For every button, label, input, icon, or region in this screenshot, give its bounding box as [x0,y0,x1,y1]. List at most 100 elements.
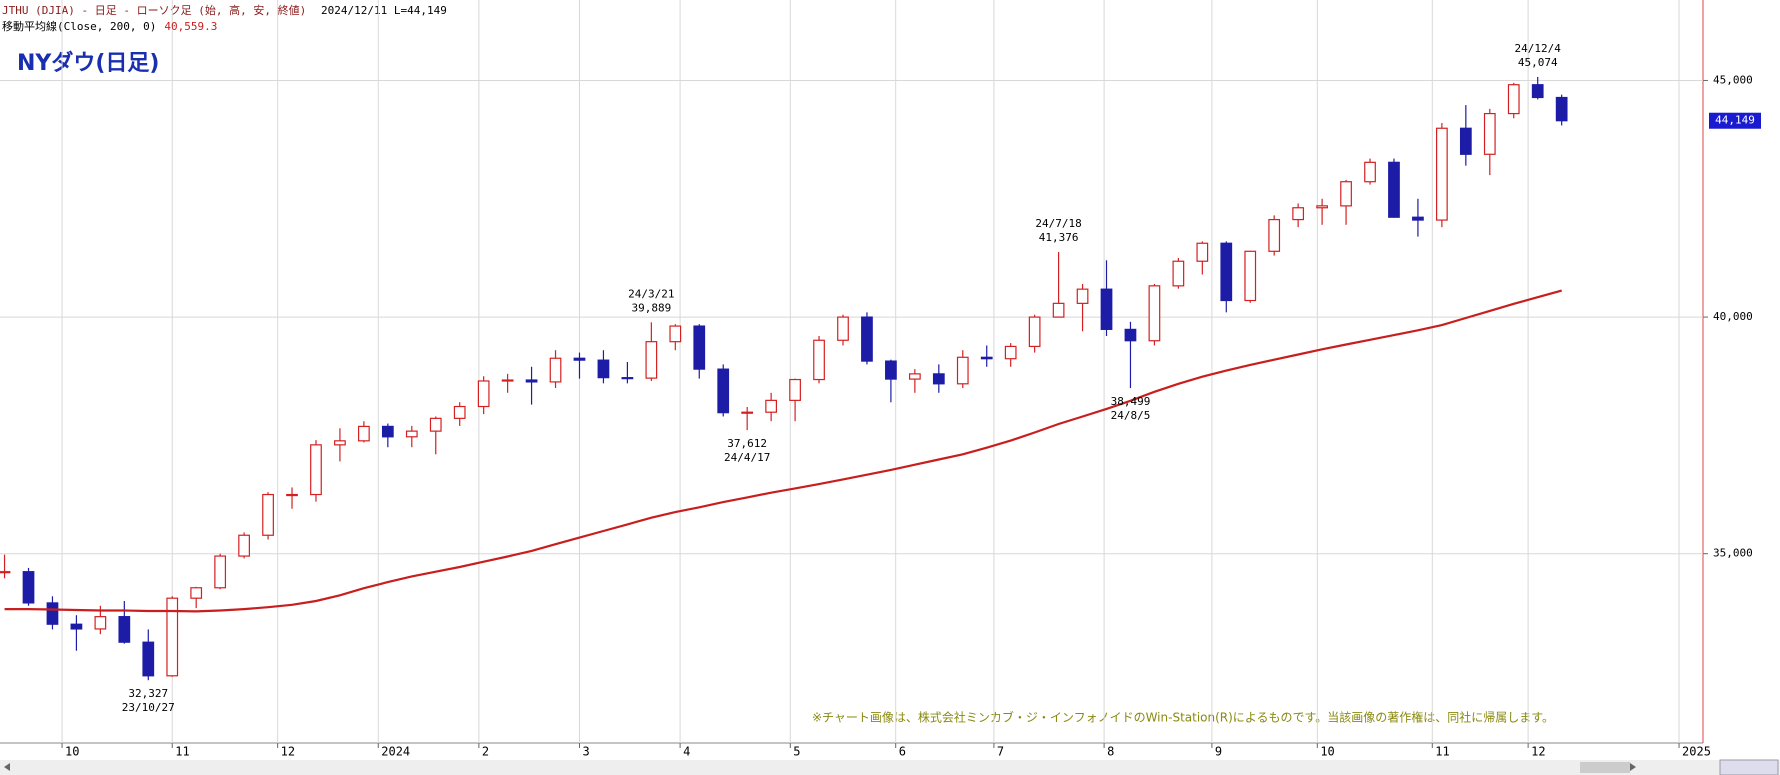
candle-body [381,425,394,438]
annotation-date: 24/4/17 [724,451,770,464]
candle-body [1148,285,1161,342]
candle-body [1028,316,1041,348]
candle-body [1388,161,1400,218]
candle-body [908,373,921,380]
x-tick-label: 8 [1107,745,1114,759]
candle-body [1292,207,1305,221]
candle-body [932,373,945,385]
legend-value: 40,559.3 [164,20,217,33]
annotation-value: 32,327 [128,687,168,700]
candle-body [717,368,730,414]
x-tick-label: 11 [175,745,189,759]
candle-body [262,493,274,536]
zoom-buttons[interactable] [1719,759,1779,775]
candle-body [861,316,873,362]
last-price-tag [1709,112,1761,129]
candle-body [94,616,107,630]
candle-body [1172,260,1185,287]
candle-body [166,597,179,677]
candle-body [1364,161,1376,183]
candle-body [0,571,11,574]
annotation-value: 45,074 [1518,56,1558,69]
candle-body [501,379,514,382]
annotation-value: 39,889 [631,301,671,314]
annotation-date: 24/8/5 [1111,409,1151,422]
y-tick-label: 40,000 [1713,310,1753,323]
candle-body [1100,288,1113,330]
candle-body [597,359,610,379]
legend-label: 移動平均線(Close, 200, 0) [2,19,156,33]
moving-average-line [4,289,1562,613]
candles [0,76,1568,681]
candle-body [1004,345,1017,360]
scrollbar-thumb[interactable] [1580,762,1630,773]
candle-body [525,379,538,383]
candle-body [1555,96,1568,122]
candle-body [1316,205,1328,209]
candle-body [789,378,801,401]
header-date: 2024/12/11 L=44,149 [321,4,447,17]
candle-body [813,339,825,381]
chart-header: JTHU (DJIA) - 日足 - ローソク足 (始, 高, 安, 終値) [2,3,306,17]
copyright-note: ※チャート画像は、株式会社ミンカブ・ジ・インフォノイドのWin-Station(… [812,710,1554,725]
scrollbar[interactable] [0,759,1780,775]
candle-body [142,641,155,677]
candle-body [238,534,250,557]
x-tick-label: 2 [482,745,489,759]
candle-body [1076,288,1089,304]
x-tick-label: 10 [65,745,79,759]
candle-body [286,493,298,497]
candle-body [1531,84,1544,99]
candle-body [1507,84,1520,115]
annotation: 24/12/445,074 [1515,42,1562,69]
candle-body [70,623,83,630]
x-tick-label: 3 [582,745,589,759]
y-tick-label: 35,000 [1713,547,1753,560]
candle-body [1459,127,1472,155]
candle-body [1340,181,1352,207]
candle-body [1268,218,1281,252]
candle-body [334,440,346,446]
candle-body [22,571,35,604]
candle-body [1220,242,1233,302]
annotation-date: 23/10/27 [122,701,175,714]
x-tick-label: 11 [1435,745,1449,759]
candle-body [741,411,754,414]
candle-body [885,360,897,380]
annotation-value: 38,499 [1111,395,1151,408]
x-tick-label: 6 [899,745,906,759]
candle-body [1124,328,1137,342]
annotation-value: 37,612 [727,437,767,450]
candle-body [1244,250,1257,302]
annotation-date: 24/3/21 [628,287,674,300]
candle-body [765,399,777,413]
y-tick-label: 45,000 [1713,73,1753,86]
candle-body [1052,302,1065,318]
candle-body [310,444,322,496]
candle-body [190,587,203,599]
candle-body [429,417,442,432]
candle-body [573,357,586,361]
x-tick-label: 7 [997,745,1004,759]
candle-body [214,555,227,589]
candle-body [46,602,59,625]
candle-body [358,425,370,442]
last-price-label: 44,149 [1715,114,1755,127]
x-tick-label: 9 [1215,745,1222,759]
candle-body [549,357,562,383]
candle-body [1436,127,1448,221]
candle-body [956,356,969,385]
chart-title: NYダウ(日足) [17,50,159,76]
x-tick-label: 5 [793,745,800,759]
candle-body [118,616,131,643]
x-tick-label: 4 [683,745,690,759]
candle-body [693,325,706,370]
annotation-date: 24/7/18 [1035,217,1081,230]
scrollbar-track[interactable] [0,760,1780,775]
